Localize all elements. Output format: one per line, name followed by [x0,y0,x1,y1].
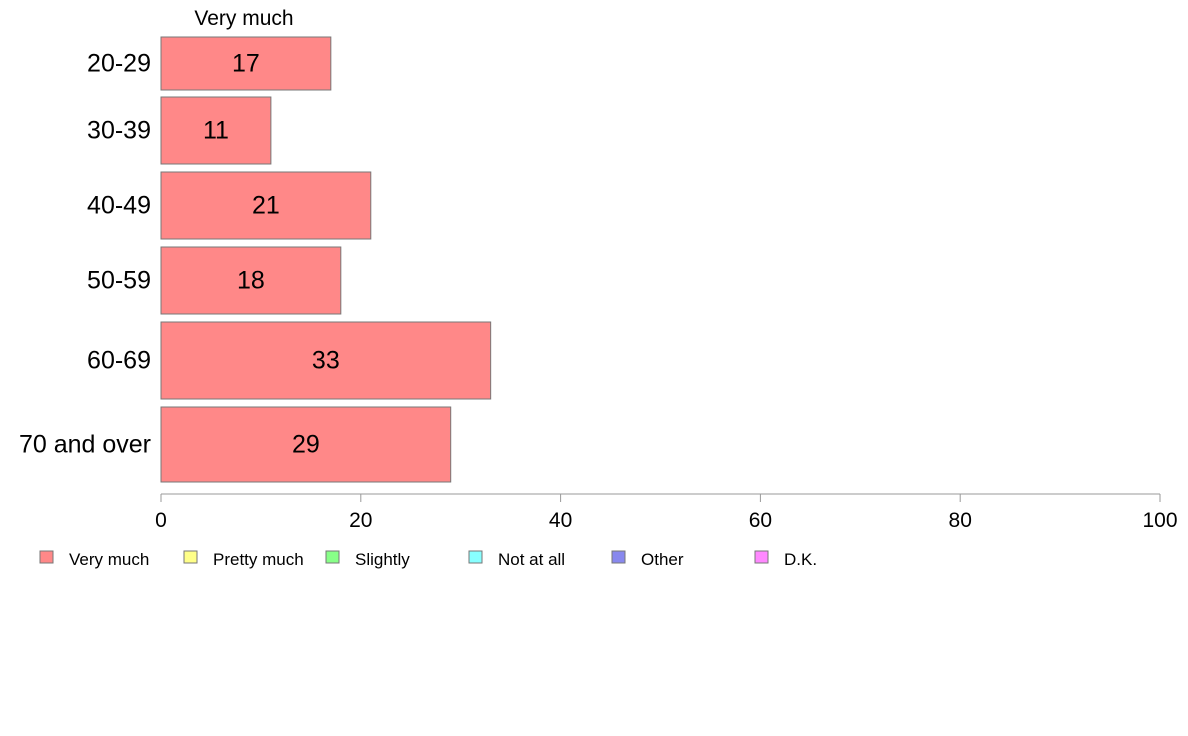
legend-label: Other [641,550,684,569]
legend-swatch [39,550,54,564]
category-label: 60-69 [87,347,151,375]
category-label: 50-59 [87,267,151,295]
x-tick-label: 20 [349,509,372,532]
legend-swatch [754,550,769,564]
bar-segment [160,406,452,483]
legend-label: Not at all [498,550,565,569]
data-label: 11 [203,117,229,145]
data-label: 17 [232,50,260,78]
column-header: Very much [194,7,293,30]
bar-segment [160,36,332,91]
x-tick-label: 60 [749,509,772,532]
data-label: 33 [312,347,340,375]
bar-segment [160,96,272,165]
x-tick-label: 80 [949,509,972,532]
legend-label: D.K. [784,550,817,569]
data-label: 21 [252,192,280,220]
x-axis: 0 20 40 60 80 100 [155,493,1178,532]
category-label: 20-29 [87,50,151,78]
bar-segment [160,246,342,315]
data-label: 29 [292,431,320,459]
category-label: 30-39 [87,117,151,145]
legend: Very much Pretty much Slightly Not at all Ot… [39,550,817,569]
legend-swatch [183,550,198,564]
legend-label: Slightly [355,550,410,569]
legend-swatch [468,550,483,564]
bar-segment [160,321,492,400]
legend-swatch [611,550,626,564]
bar-segment [160,171,372,240]
legend-label: Very much [69,550,149,569]
x-tick-label: 0 [155,509,167,532]
category-label: 40-49 [87,192,151,220]
bars-group: 20-29 17 30-39 11 40-49 21 50-59 18 60-69 33 70 an… [19,36,492,483]
category-label: 70 and over [19,431,151,459]
legend-label: Pretty much [213,550,304,569]
data-label: 18 [237,267,265,295]
x-tick-label: 40 [549,509,572,532]
legend-swatch [325,550,340,564]
x-tick-label: 100 [1142,509,1177,532]
